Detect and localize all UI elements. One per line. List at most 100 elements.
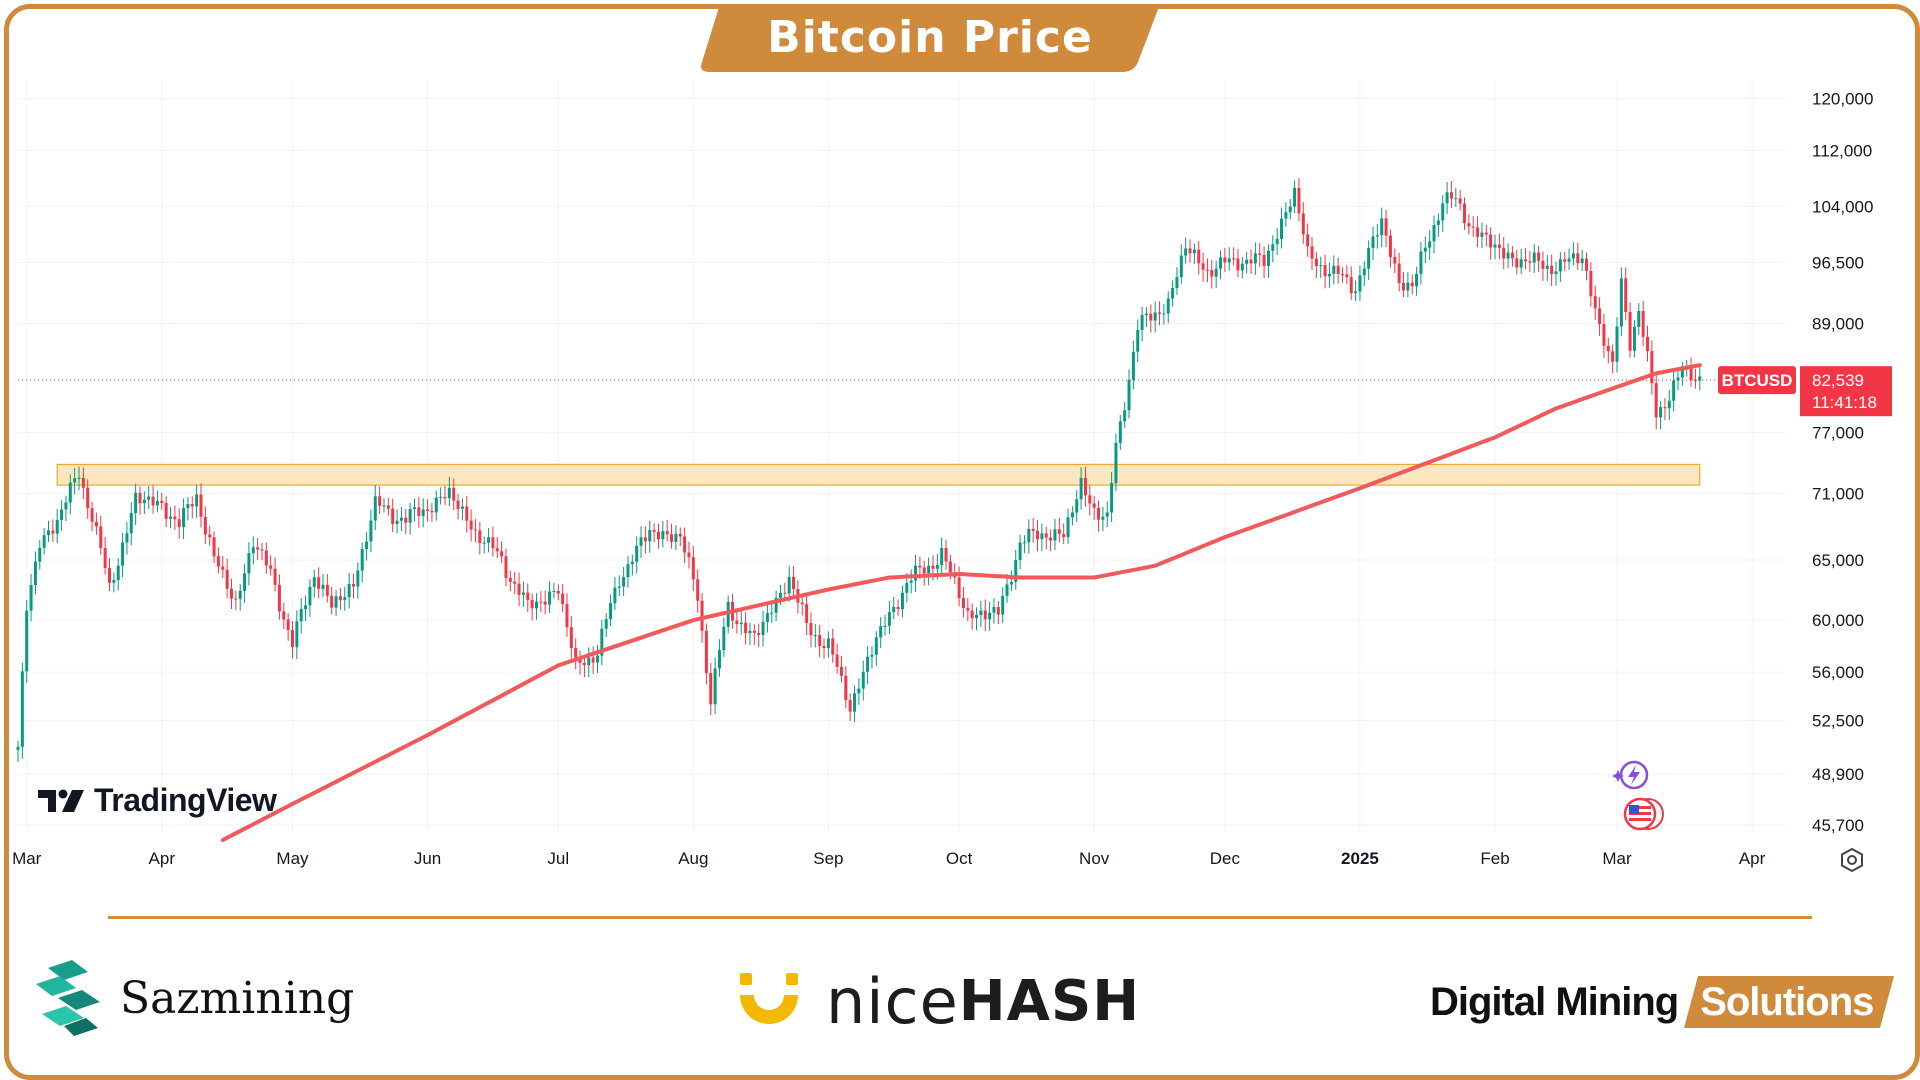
candle-body	[1441, 203, 1445, 221]
candle-body	[1297, 187, 1301, 214]
candle-body	[134, 492, 138, 514]
candle-body	[478, 530, 482, 544]
title-banner-shape	[701, 4, 1160, 72]
candle-body	[896, 607, 900, 610]
candle-body	[1589, 270, 1593, 297]
candle-body	[343, 597, 347, 601]
candle-body	[979, 610, 983, 615]
candle-body	[1314, 258, 1318, 266]
candle-body	[286, 619, 290, 631]
candle-body	[103, 548, 107, 568]
candle-body	[530, 599, 534, 609]
candle-body	[1105, 512, 1109, 517]
price-tag[interactable]	[1800, 366, 1892, 417]
symbol-tag[interactable]	[1718, 366, 1796, 395]
candle-body	[1375, 235, 1379, 237]
y-tick-label: 52,500	[1812, 712, 1864, 731]
candle-body	[1445, 192, 1449, 204]
candle-body	[1079, 478, 1083, 500]
candle-body	[778, 592, 782, 598]
x-tick-label: Sep	[813, 849, 843, 868]
candle-body	[643, 537, 647, 542]
candle-body	[312, 577, 316, 587]
candle-body	[783, 592, 787, 594]
candle-body	[417, 507, 421, 516]
candle-body	[1698, 376, 1702, 381]
candle-body	[1615, 326, 1619, 362]
candle-body	[112, 579, 116, 583]
candle-body	[325, 584, 329, 596]
candle-body	[129, 513, 133, 534]
candle-body	[1463, 203, 1467, 224]
candle-body	[1144, 313, 1148, 316]
candle-body	[408, 509, 412, 523]
nicehash-wordmark-bold: HASH	[958, 968, 1141, 1034]
candle-body	[717, 650, 721, 669]
candle-body	[155, 500, 159, 506]
candle-body	[996, 607, 1000, 615]
candle-body	[792, 576, 796, 590]
candle-body	[221, 566, 225, 570]
candle-body	[308, 586, 312, 606]
candle-body	[1057, 529, 1061, 534]
candle-body	[1001, 595, 1005, 615]
candle-body	[199, 494, 203, 517]
candle-body	[1288, 206, 1292, 213]
candle-body	[613, 587, 617, 604]
candle-body	[848, 700, 852, 712]
settings-gear-icon[interactable]	[1838, 846, 1866, 879]
candle-body	[1654, 383, 1658, 418]
candle-body	[1188, 248, 1192, 254]
candle-body	[800, 602, 804, 605]
candle-body	[726, 602, 730, 627]
candle-body	[975, 614, 979, 619]
candle-body	[569, 627, 573, 649]
candle-body	[290, 630, 294, 648]
candle-body	[787, 576, 791, 594]
candle-body	[935, 564, 939, 569]
candle-body	[1227, 258, 1231, 263]
candle-body	[835, 654, 839, 667]
candle-body	[25, 610, 29, 672]
candle-body	[1118, 421, 1122, 443]
candle-body	[1663, 407, 1667, 409]
candle-body	[1571, 253, 1575, 259]
candle-body	[765, 613, 769, 622]
candle-body	[1310, 246, 1314, 259]
candle-body	[1249, 259, 1253, 264]
candle-body	[1519, 259, 1523, 268]
x-tick-label: 2025	[1341, 849, 1379, 868]
candle-body	[1602, 323, 1606, 346]
candle-body	[264, 550, 268, 566]
candle-body	[1166, 298, 1170, 314]
price-chart[interactable]: 120,000 112,000 104,000 96,500 89,000 77,000 7…	[0, 80, 1920, 880]
candle-body	[1014, 560, 1018, 582]
candle-body	[251, 547, 255, 554]
candle-body	[190, 504, 194, 507]
candle-body	[1232, 258, 1236, 260]
y-tick-label: 89,000	[1812, 314, 1864, 333]
candle-body	[1114, 442, 1118, 483]
candle-body	[1197, 249, 1201, 264]
candle-body	[1284, 212, 1288, 219]
lightning-event-icon[interactable]	[1612, 758, 1656, 797]
candle-body	[548, 591, 552, 605]
candle-body	[1367, 248, 1371, 269]
candle-body	[434, 497, 438, 513]
candle-body	[1432, 224, 1436, 242]
candle-body	[1236, 258, 1240, 271]
candle-body	[543, 601, 547, 605]
candle-body	[648, 529, 652, 542]
candle-body	[887, 612, 891, 626]
candle-body	[1402, 283, 1406, 291]
candle-body	[186, 504, 190, 509]
candle-body	[1667, 400, 1671, 409]
x-tick-label: Oct	[946, 849, 973, 868]
candle-body	[399, 517, 403, 521]
footer-divider	[108, 916, 1812, 919]
candle-body	[1192, 249, 1196, 254]
candle-body	[578, 657, 582, 663]
candle-body	[1563, 259, 1567, 262]
candle-body	[1184, 248, 1188, 256]
us-flag-event-icon[interactable]	[1618, 796, 1666, 837]
